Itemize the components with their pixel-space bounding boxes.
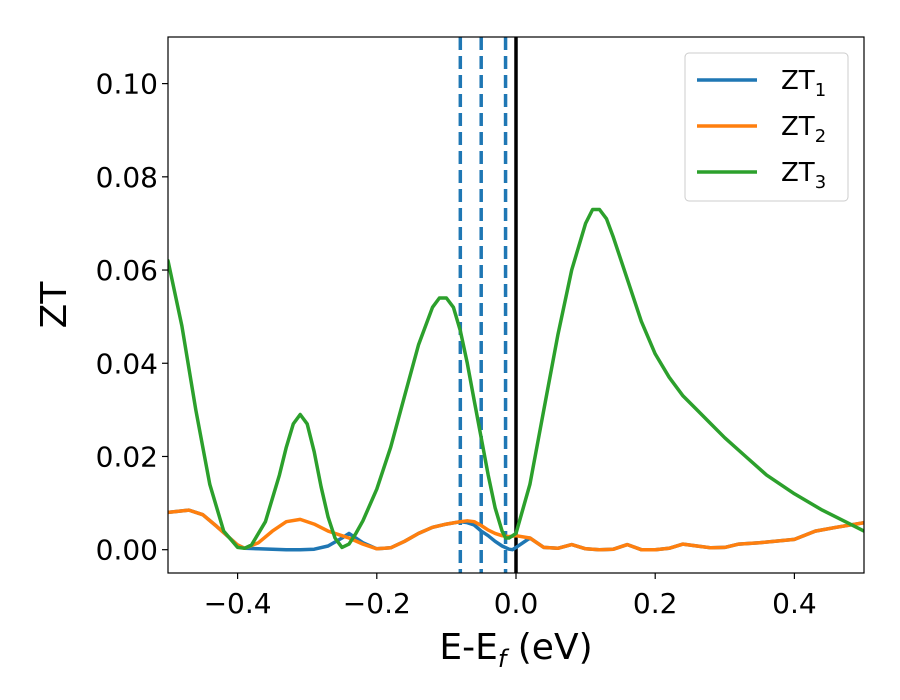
series-line-zt3 bbox=[168, 207, 864, 551]
series-line-zt2 bbox=[168, 508, 864, 552]
x-axis-ticks: −0.4 −0.2 0.0 0.2 0.4 bbox=[204, 573, 817, 620]
y-tick-label: 0.00 bbox=[96, 534, 158, 567]
x-tick-label: −0.4 bbox=[204, 587, 272, 620]
y-tick-label: 0.04 bbox=[96, 347, 158, 380]
series-lines bbox=[168, 207, 864, 552]
x-tick-label: 0.4 bbox=[772, 587, 817, 620]
legend: ZT1 ZT2 ZT3 bbox=[684, 52, 849, 202]
x-tick-label: 0.0 bbox=[494, 587, 539, 620]
legend-label-zt3: ZT3 bbox=[781, 158, 826, 193]
legend-box bbox=[684, 52, 849, 202]
y-tick-label: 0.10 bbox=[96, 68, 158, 101]
reference-lines bbox=[458, 37, 518, 573]
x-tick-label: 0.2 bbox=[633, 587, 678, 620]
x-axis-label: E-Ef (eV) bbox=[439, 627, 592, 673]
y-axis-label: ZT bbox=[34, 281, 75, 329]
y-axis-ticks: 0.00 0.02 0.04 0.06 0.08 0.10 bbox=[96, 68, 168, 567]
legend-label-zt2: ZT2 bbox=[781, 112, 826, 147]
x-tick-label: −0.2 bbox=[343, 587, 411, 620]
y-tick-label: 0.06 bbox=[96, 254, 158, 287]
y-tick-label: 0.08 bbox=[96, 161, 158, 194]
y-tick-label: 0.02 bbox=[96, 440, 158, 473]
legend-label-zt1: ZT1 bbox=[781, 66, 826, 101]
